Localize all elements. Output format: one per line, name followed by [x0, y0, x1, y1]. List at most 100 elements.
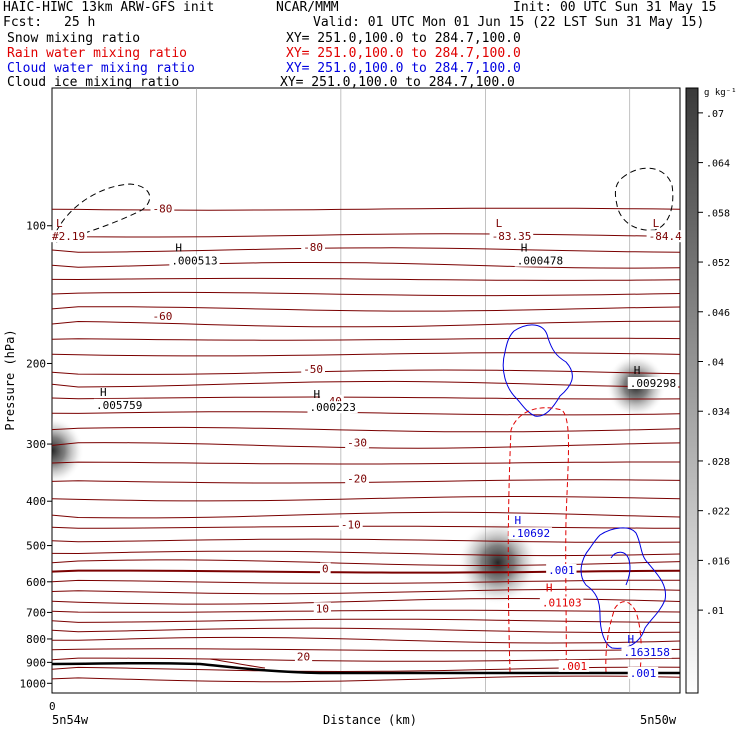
colorbar-ramp [685, 87, 699, 694]
extremum-value-bg [489, 230, 534, 243]
isotherm-label-bg [150, 310, 175, 323]
terrain-line [51, 658, 680, 675]
y-tick-label: 500 [26, 540, 46, 553]
extremum-value-bg [514, 254, 565, 267]
extremum-kind: L [653, 217, 660, 230]
colorbar-tick-label: .052 [706, 258, 730, 269]
isotherm-label-bg [320, 562, 331, 575]
colorbar-tick-label: .022 [706, 507, 730, 518]
isotherm [52, 426, 680, 433]
colorbar-unit: g kg⁻¹ [704, 88, 737, 98]
isotherm [52, 648, 680, 652]
isotherm-label-bg [345, 472, 369, 485]
isotherm-label: 20 [297, 651, 310, 664]
colorbar-tick-label: .046 [706, 308, 730, 319]
extremum-value-bg [307, 401, 358, 414]
y-tick-label: 800 [26, 633, 46, 646]
isotherm [52, 233, 680, 238]
extremum-value: .009298 [630, 377, 676, 390]
isotherm [52, 320, 680, 328]
colorbar-tick-label: .058 [706, 208, 730, 219]
field-xy-cloud-ice: XY= 251.0,100.0 to 284.7,100.0 [280, 75, 515, 90]
extremum-value-bg [50, 230, 87, 243]
field-xy-rain: XY= 251.0,100.0 to 284.7,100.0 [286, 46, 521, 61]
snow-contour-upper-right [614, 167, 674, 231]
isotherm-label-bg [294, 650, 313, 663]
init-time: Init: 00 UTC Sun 31 May 15 [513, 0, 717, 15]
freezing-isotherm [52, 569, 680, 574]
extremum-value: .005759 [96, 399, 142, 412]
cloud-water-label-bg [627, 666, 659, 679]
isotherm [52, 411, 680, 416]
cloud-water-label: .10692 [510, 527, 550, 540]
isotherm [52, 352, 680, 357]
forecast-hours: 25 h [64, 15, 96, 30]
isotherm [52, 511, 680, 519]
isotherm-label: -50 [303, 363, 323, 376]
extremum-kind: L [496, 217, 503, 230]
extremum-value: .000478 [517, 255, 563, 268]
isotherm [52, 495, 680, 502]
y-tick-label: 100 [26, 220, 46, 233]
colorbar-tick-label: .04 [706, 357, 724, 368]
isotherm-label: 0 [322, 563, 329, 576]
isotherm [52, 396, 680, 400]
isotherm [52, 579, 680, 584]
colorbar-tick-label: .064 [706, 159, 730, 170]
isotherm-label: -20 [347, 472, 367, 485]
cloud-water-contour-low [580, 527, 667, 649]
extremum-kind: H [634, 364, 641, 377]
isotherm [52, 559, 680, 566]
snow-contour-upper-left [55, 183, 151, 243]
isotherm [52, 306, 680, 312]
isotherm [52, 550, 680, 557]
extremum-value: -84.4 [649, 230, 682, 243]
isotherm-label: 10 [316, 602, 329, 615]
cloud-water-label-bg [508, 527, 553, 540]
forecast-label: Fcst: [3, 15, 43, 30]
isotherm-label-bg [301, 241, 325, 254]
cloud-water-contour-mid [502, 324, 573, 417]
cloud-water-label: .163158 [623, 646, 669, 659]
isotherm [52, 636, 680, 644]
species-contours [55, 167, 674, 673]
cloud-water-max-kind: H [627, 633, 634, 646]
isotherm [52, 380, 680, 388]
isotherm [52, 618, 680, 623]
cloud-water-max-kind: H [514, 514, 521, 527]
rain-contour-main [507, 407, 569, 673]
extremum-kind: H [100, 386, 107, 399]
isotherm [52, 609, 680, 613]
cloud-water-label: .001 [548, 564, 575, 577]
extremum-kind: H [175, 242, 182, 255]
isotherm [52, 675, 680, 683]
extremum-value: .000513 [171, 255, 217, 268]
isotherm [52, 291, 680, 297]
isotherm-label-bg [313, 602, 331, 615]
isotherm [52, 369, 680, 375]
isotherm [52, 277, 680, 281]
x-tick-label: 0 [49, 700, 56, 713]
isotherm [52, 597, 680, 605]
cloud-water-label-bg [546, 563, 577, 576]
y-tick-label: 600 [26, 576, 46, 589]
isotherm [52, 247, 680, 253]
y-tick-label: 900 [26, 656, 46, 669]
isotherm [52, 627, 680, 633]
cloud-water-label-bg [621, 646, 672, 659]
extremum-value-bg [169, 254, 220, 267]
extremum-kind: H [521, 242, 528, 255]
isotherm [52, 588, 680, 595]
isotherm-label: -80 [303, 241, 323, 254]
extremum-value: #2.19 [52, 230, 85, 243]
colorbar-tick-label: .07 [706, 109, 724, 120]
field-name-snow: Snow mixing ratio [7, 31, 141, 46]
extremum-kind: L [56, 217, 63, 230]
shaded-maximum [52, 416, 84, 485]
plot-frame [51, 87, 681, 694]
isotherm [52, 262, 680, 269]
colorbar-ticks: .07 .064 .058 .052 .046 .04 .034 .028 .022 .016 .0… [698, 109, 730, 617]
extremum-value: -83.35 [492, 230, 532, 243]
rain-label: .001 [561, 660, 588, 673]
